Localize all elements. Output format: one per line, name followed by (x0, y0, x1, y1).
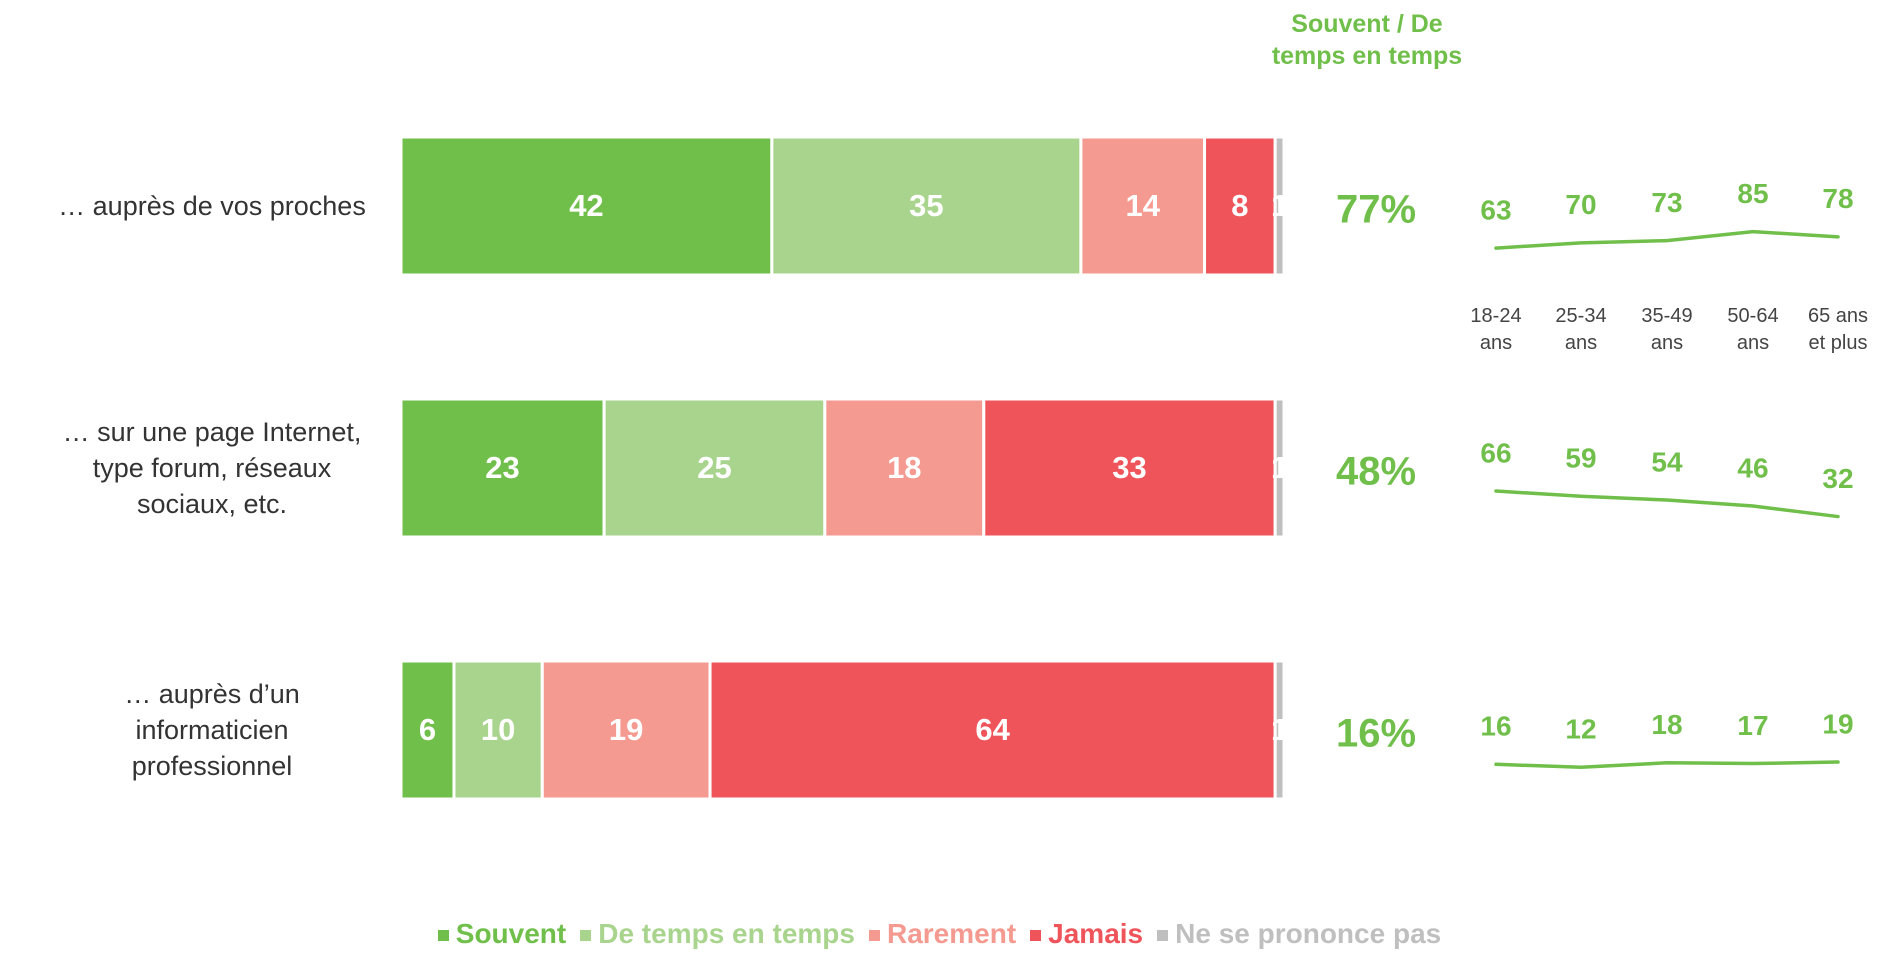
age-value-label: 12 (1565, 714, 1596, 745)
bar-value-label: 10 (481, 712, 515, 747)
age-value-label: 18 (1651, 709, 1682, 740)
category-label: … auprès d’un informaticien professionne… (124, 679, 300, 781)
bar-value-label: 1 (1271, 450, 1288, 485)
bar-value-label: 1 (1271, 712, 1288, 747)
age-line (1494, 229, 1840, 250)
age-line (1494, 489, 1840, 519)
legend-swatch (1157, 930, 1169, 942)
legend-item: Rarement (868, 918, 1017, 949)
bar-segment (452, 659, 544, 801)
bar-segment (1203, 135, 1277, 277)
bar-segment (1273, 659, 1286, 801)
age-group-label: 35-49 ans (1641, 305, 1693, 354)
legend-item: Souvent (437, 918, 567, 949)
bar-value-label: 19 (609, 712, 643, 747)
legend-label: Ne se prononce pas (1175, 918, 1442, 949)
legend-item: Jamais (1030, 918, 1143, 949)
legend-label: Rarement (886, 918, 1017, 949)
bar-segment (540, 659, 712, 801)
bar-value-label: 42 (569, 188, 603, 223)
age-value-label: 17 (1737, 710, 1768, 741)
legend-item: De temps en temps (580, 918, 855, 949)
bar-value-label: 23 (485, 450, 519, 485)
category-label: … auprès de vos proches (58, 191, 366, 221)
age-group-label: 18-24 ans (1470, 305, 1522, 354)
legend-label: De temps en temps (598, 918, 855, 949)
age-value-label: 54 (1651, 446, 1683, 477)
bar-segment (399, 659, 456, 801)
legend-swatch (868, 930, 880, 942)
bar-segment (1273, 397, 1286, 539)
bar-value-label: 6 (419, 712, 436, 747)
age-group-label: 25-34 ans (1555, 305, 1607, 354)
age-value-label: 16 (1480, 711, 1511, 742)
bar-segment (982, 397, 1277, 539)
age-line (1494, 760, 1840, 770)
age-value-label: 78 (1822, 183, 1853, 214)
age-value-label: 85 (1737, 178, 1768, 209)
category-label: … sur une page Internet, type forum, rés… (62, 417, 362, 519)
age-group-label: 65 ans et plus (1807, 305, 1869, 354)
bar-segment (1273, 135, 1286, 277)
bar-segment (399, 135, 774, 277)
legend-item: Ne se prononce pas (1157, 918, 1441, 949)
bar-value-label: 8 (1231, 188, 1248, 223)
legend: Souvent De temps en temps Rarement Jamais Ne… (0, 918, 1879, 950)
legend-swatch (1030, 930, 1042, 942)
bar-segment (770, 135, 1083, 277)
age-value-label: 19 (1822, 708, 1853, 739)
age-value-label: 66 (1480, 437, 1511, 468)
bar-segment (708, 659, 1277, 801)
bar-value-label: 33 (1112, 450, 1146, 485)
total-label: 48% (1336, 450, 1416, 494)
legend-label: Souvent (455, 918, 567, 949)
bar-value-label: 14 (1125, 188, 1160, 223)
age-value-label: 32 (1822, 463, 1853, 494)
bar-value-label: 64 (975, 712, 1010, 747)
bar-value-label: 18 (887, 450, 921, 485)
total-label: 77% (1336, 188, 1416, 232)
age-value-label: 73 (1651, 187, 1682, 218)
bar-segment (823, 397, 986, 539)
total-label: 16% (1336, 712, 1416, 756)
totals-title: Souvent / De temps en temps (1271, 10, 1463, 70)
legend-swatch (580, 930, 592, 942)
bar-segment (602, 397, 827, 539)
bar-value-label: 25 (697, 450, 731, 485)
age-value-label: 70 (1565, 189, 1596, 220)
age-value-label: 59 (1565, 443, 1596, 474)
bar-value-label: 35 (909, 188, 943, 223)
age-value-label: 63 (1480, 194, 1511, 225)
legend-swatch (437, 930, 449, 942)
legend-label: Jamais (1048, 918, 1144, 949)
age-group-label: 50-64 ans (1727, 305, 1779, 354)
age-value-label: 46 (1737, 452, 1768, 483)
bar-value-label: 1 (1271, 188, 1288, 223)
